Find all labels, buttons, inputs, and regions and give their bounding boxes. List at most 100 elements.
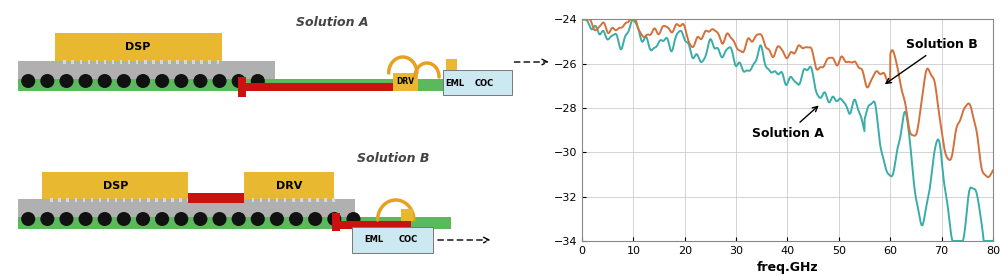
Bar (192, 60, 195, 64)
Bar (104, 60, 107, 64)
Bar (179, 198, 182, 202)
Bar (443, 70, 512, 95)
Circle shape (346, 212, 361, 226)
Circle shape (79, 74, 93, 88)
Bar (244, 172, 334, 199)
Bar (115, 198, 117, 202)
Bar (160, 60, 163, 64)
Circle shape (136, 212, 150, 226)
Bar (136, 60, 139, 64)
Circle shape (155, 212, 169, 226)
Bar (187, 198, 190, 202)
Bar (393, 73, 418, 91)
Bar (163, 198, 166, 202)
Bar (66, 198, 68, 202)
Bar (446, 59, 457, 70)
Bar (91, 198, 93, 202)
Text: DRV: DRV (396, 78, 414, 86)
Bar (208, 60, 211, 64)
Bar (18, 79, 451, 91)
Bar (168, 60, 171, 64)
Text: EML: EML (446, 78, 464, 88)
Bar (292, 198, 294, 202)
Bar (268, 198, 270, 202)
Bar (252, 198, 255, 202)
Text: Solution A: Solution A (751, 106, 824, 140)
Circle shape (59, 74, 74, 88)
Circle shape (232, 74, 246, 88)
Bar (284, 198, 287, 202)
Text: Solution B: Solution B (356, 153, 429, 165)
Circle shape (212, 74, 227, 88)
Bar (96, 60, 99, 64)
Bar (352, 227, 433, 253)
Text: DSP: DSP (125, 42, 151, 52)
Bar (316, 198, 318, 202)
Circle shape (193, 74, 207, 88)
Bar (80, 60, 83, 64)
Bar (75, 198, 78, 202)
Circle shape (21, 74, 35, 88)
Bar (152, 60, 155, 64)
X-axis label: freq.GHz: freq.GHz (756, 261, 819, 275)
Text: Solution A: Solution A (296, 17, 369, 29)
Bar (88, 60, 91, 64)
Bar (131, 198, 134, 202)
Bar (55, 33, 222, 61)
Bar (308, 198, 311, 202)
Bar (176, 60, 179, 64)
Circle shape (212, 212, 227, 226)
Bar (147, 198, 150, 202)
Bar (217, 60, 220, 64)
Bar (123, 198, 126, 202)
Bar (128, 60, 131, 64)
Circle shape (327, 212, 341, 226)
Text: EML: EML (365, 235, 383, 245)
Text: COC: COC (398, 235, 418, 245)
Text: COC: COC (474, 78, 494, 88)
Bar (58, 198, 61, 202)
Bar (18, 61, 275, 79)
Bar (99, 198, 101, 202)
Circle shape (21, 212, 35, 226)
Circle shape (117, 212, 131, 226)
Circle shape (155, 74, 169, 88)
Bar (71, 60, 75, 64)
Bar (238, 77, 246, 97)
Bar (340, 221, 411, 229)
Bar (83, 198, 85, 202)
Bar (155, 198, 158, 202)
Text: DSP: DSP (103, 181, 129, 191)
Circle shape (251, 212, 265, 226)
Bar (401, 209, 413, 221)
Bar (18, 199, 355, 217)
Bar (112, 60, 115, 64)
Bar (63, 60, 66, 64)
Bar (260, 198, 262, 202)
Circle shape (136, 74, 150, 88)
Circle shape (270, 212, 284, 226)
Text: DRV: DRV (276, 181, 302, 191)
Text: Solution B: Solution B (886, 38, 978, 83)
Circle shape (98, 74, 112, 88)
Circle shape (193, 212, 207, 226)
Circle shape (251, 74, 265, 88)
Circle shape (308, 212, 322, 226)
Bar (332, 198, 334, 202)
Bar (276, 198, 278, 202)
Bar (188, 193, 244, 203)
Bar (139, 198, 141, 202)
Circle shape (79, 212, 93, 226)
Bar (18, 217, 451, 229)
Bar (184, 60, 187, 64)
Circle shape (98, 212, 112, 226)
Circle shape (289, 212, 303, 226)
Circle shape (40, 212, 54, 226)
Bar (300, 198, 302, 202)
Circle shape (174, 74, 188, 88)
Bar (171, 198, 174, 202)
Circle shape (174, 212, 188, 226)
Circle shape (59, 212, 74, 226)
Bar (144, 60, 147, 64)
Bar (246, 83, 412, 91)
